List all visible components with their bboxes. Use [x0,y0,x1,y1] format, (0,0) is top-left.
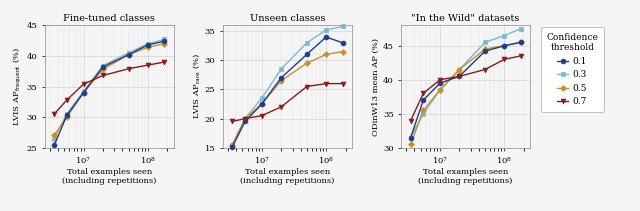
Y-axis label: ODinW13 mean AP (%): ODinW13 mean AP (%) [372,38,380,135]
Title: Unseen classes: Unseen classes [250,14,325,23]
Y-axis label: LVIS AP$_{\mathrm{rare}}$ (%): LVIS AP$_{\mathrm{rare}}$ (%) [191,54,202,119]
Title: Fine-tuned classes: Fine-tuned classes [63,14,155,23]
X-axis label: Total examples seen
(including repetitions): Total examples seen (including repetitio… [240,168,335,185]
X-axis label: Total examples seen
(including repetitions): Total examples seen (including repetitio… [419,168,513,185]
Legend: 0.1, 0.3, 0.5, 0.7: 0.1, 0.3, 0.5, 0.7 [541,27,604,112]
Title: "In the Wild" datasets: "In the Wild" datasets [412,14,520,23]
Y-axis label: LVIS AP$_{\mathrm{frequent}}$ (%): LVIS AP$_{\mathrm{frequent}}$ (%) [12,47,24,126]
X-axis label: Total examples seen
(including repetitions): Total examples seen (including repetitio… [62,168,156,185]
